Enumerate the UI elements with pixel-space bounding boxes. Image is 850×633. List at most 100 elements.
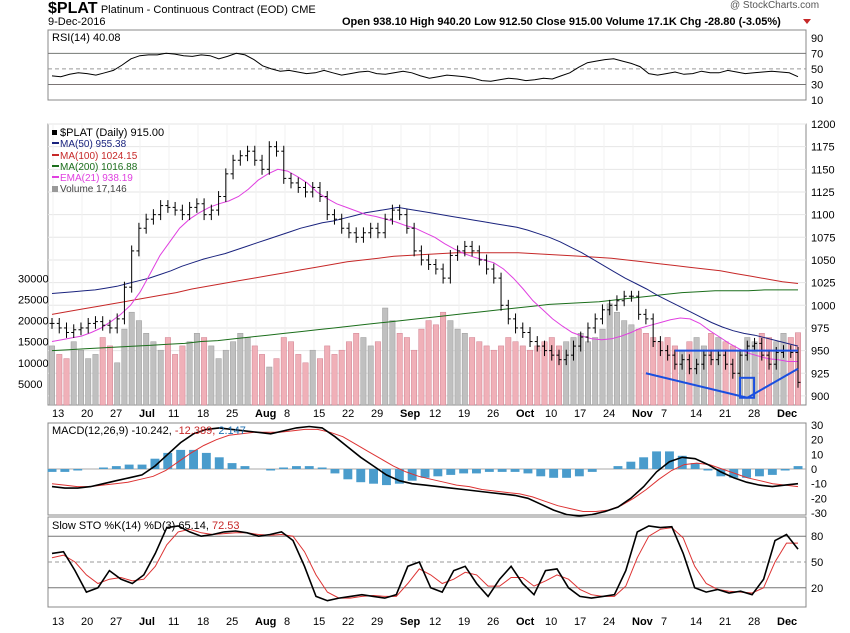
ma100-legend: MA(100) 1024.15: [60, 151, 138, 162]
volume-bar: [715, 337, 722, 406]
macd-histogram-bar: [150, 458, 160, 469]
macd-histogram-bar: [626, 461, 636, 469]
volume-bar: [259, 354, 265, 406]
macd-line: [51, 425, 799, 517]
x-tick-label-price: 24: [603, 408, 615, 420]
volume-bar: [201, 337, 208, 406]
volume-bar: [403, 337, 410, 406]
volume-bar: [266, 366, 273, 406]
x-tick-label-sto: Nov: [632, 616, 654, 628]
x-tick-label-price: Aug: [255, 408, 276, 420]
chart-title: $PLAT Platinum - Continuous Contract (EO…: [48, 0, 316, 18]
price-tick-label: 900: [811, 391, 829, 403]
volume-bar: [360, 337, 367, 406]
x-tick-label-price: 14: [690, 408, 702, 420]
ma50-legend-swatch: [52, 142, 59, 144]
volume-bar: [708, 333, 715, 406]
volume-bar: [367, 345, 374, 406]
volume-bar: [49, 345, 55, 406]
volume-bar: [585, 341, 591, 406]
volume-bar: [534, 345, 541, 406]
volume-bar: [671, 345, 678, 406]
x-tick-label-sto: 12: [429, 616, 441, 628]
macd-histogram-bar: [99, 467, 108, 469]
x-tick-label-sto: 20: [81, 616, 93, 628]
x-tick-label-price: 13: [52, 408, 64, 420]
x-tick-label-price: 11: [168, 408, 179, 420]
x-tick-label-price: 12: [429, 408, 441, 420]
ma50-legend: MA(50) 955.38: [60, 139, 127, 150]
rsi-tick-label: 50: [811, 64, 823, 76]
x-tick-label-sto: 8: [284, 616, 290, 628]
volume-bar: [346, 341, 352, 406]
volume-bar: [606, 303, 613, 406]
volume-bar: [128, 311, 135, 406]
x-tick-label-price: 21: [719, 408, 731, 420]
sto-legend: Slow STO %K(14) %D(3) 65.14, 72.53: [52, 520, 240, 532]
volume-bar: [222, 349, 229, 406]
volume-bar: [425, 320, 432, 406]
volume-bar: [295, 354, 302, 406]
macd-histogram-bar: [266, 469, 276, 471]
macd-legend-b: -12.389,: [175, 425, 215, 437]
macd-histogram-bar: [523, 469, 533, 474]
macd-histogram-bar: [201, 452, 211, 469]
volume-bar: [556, 345, 562, 406]
volume-bar: [469, 337, 476, 406]
volume-tick-label: 5000: [18, 379, 42, 391]
rsi-legend: RSI(14) 40.08: [52, 32, 120, 44]
macd-histogram-bar: [369, 469, 378, 484]
volume-bar: [527, 349, 533, 406]
price-tick-label: 1125: [811, 187, 835, 199]
macd-histogram-bar: [420, 469, 430, 478]
volume-bar: [599, 328, 606, 406]
volume-bar: [302, 362, 309, 406]
x-tick-label-price: Nov: [632, 408, 654, 420]
ma200-legend-swatch: [52, 165, 59, 167]
macd-histogram-bar: [574, 469, 584, 477]
macd-histogram-bar: [780, 469, 790, 471]
x-tick-label-price: 26: [487, 408, 499, 420]
volume-bar: [635, 328, 642, 406]
x-tick-label-sto: 17: [574, 616, 586, 628]
volume-bar: [548, 337, 555, 406]
volume-bar: [56, 354, 63, 406]
price-tick-label: 1175: [811, 142, 835, 154]
volume-bar: [512, 341, 519, 406]
volume-bar: [642, 333, 649, 406]
volume-bar: [280, 337, 287, 406]
down-arrow-icon: [803, 19, 811, 24]
ema21-legend: EMA(21) 938.19: [60, 173, 133, 184]
volume-legend-swatch: [52, 186, 58, 192]
volume-bar: [483, 345, 490, 406]
price-tick-label: 1200: [811, 119, 835, 131]
macd-histogram-bar: [163, 452, 173, 469]
macd-histogram-bar: [652, 451, 661, 469]
macd-tick-label: 30: [811, 420, 823, 432]
macd-histogram-bar: [433, 469, 443, 477]
macd-histogram-bar: [677, 455, 687, 469]
x-tick-label-sto: 13: [52, 616, 64, 628]
macd-histogram-bar: [793, 466, 803, 469]
volume-bar: [157, 349, 164, 406]
volume-bar: [85, 358, 92, 406]
x-tick-label-sto: 18: [197, 616, 209, 628]
macd-histogram-bar: [330, 469, 340, 474]
x-tick-label-sto: 11: [168, 616, 179, 628]
macd-histogram-bar: [549, 469, 559, 478]
sto-tick-label: 50: [811, 557, 823, 569]
macd-tick-label: -30: [811, 508, 827, 520]
x-tick-label-sto: 19: [458, 616, 470, 628]
macd-histogram-bar: [536, 469, 546, 477]
x-tick-label-sto: 10: [545, 616, 557, 628]
volume-bar: [244, 337, 251, 406]
sto-tick-label: 20: [811, 583, 823, 595]
macd-tick-label: 20: [811, 435, 823, 447]
x-tick-label-sto: 22: [342, 616, 354, 628]
volume-bar: [179, 345, 186, 406]
x-tick-label-price: 25: [226, 408, 238, 420]
volume-bar: [288, 341, 294, 406]
volume-bar: [722, 341, 729, 406]
volume-bar: [251, 345, 258, 406]
macd-histogram-bar: [446, 469, 456, 475]
